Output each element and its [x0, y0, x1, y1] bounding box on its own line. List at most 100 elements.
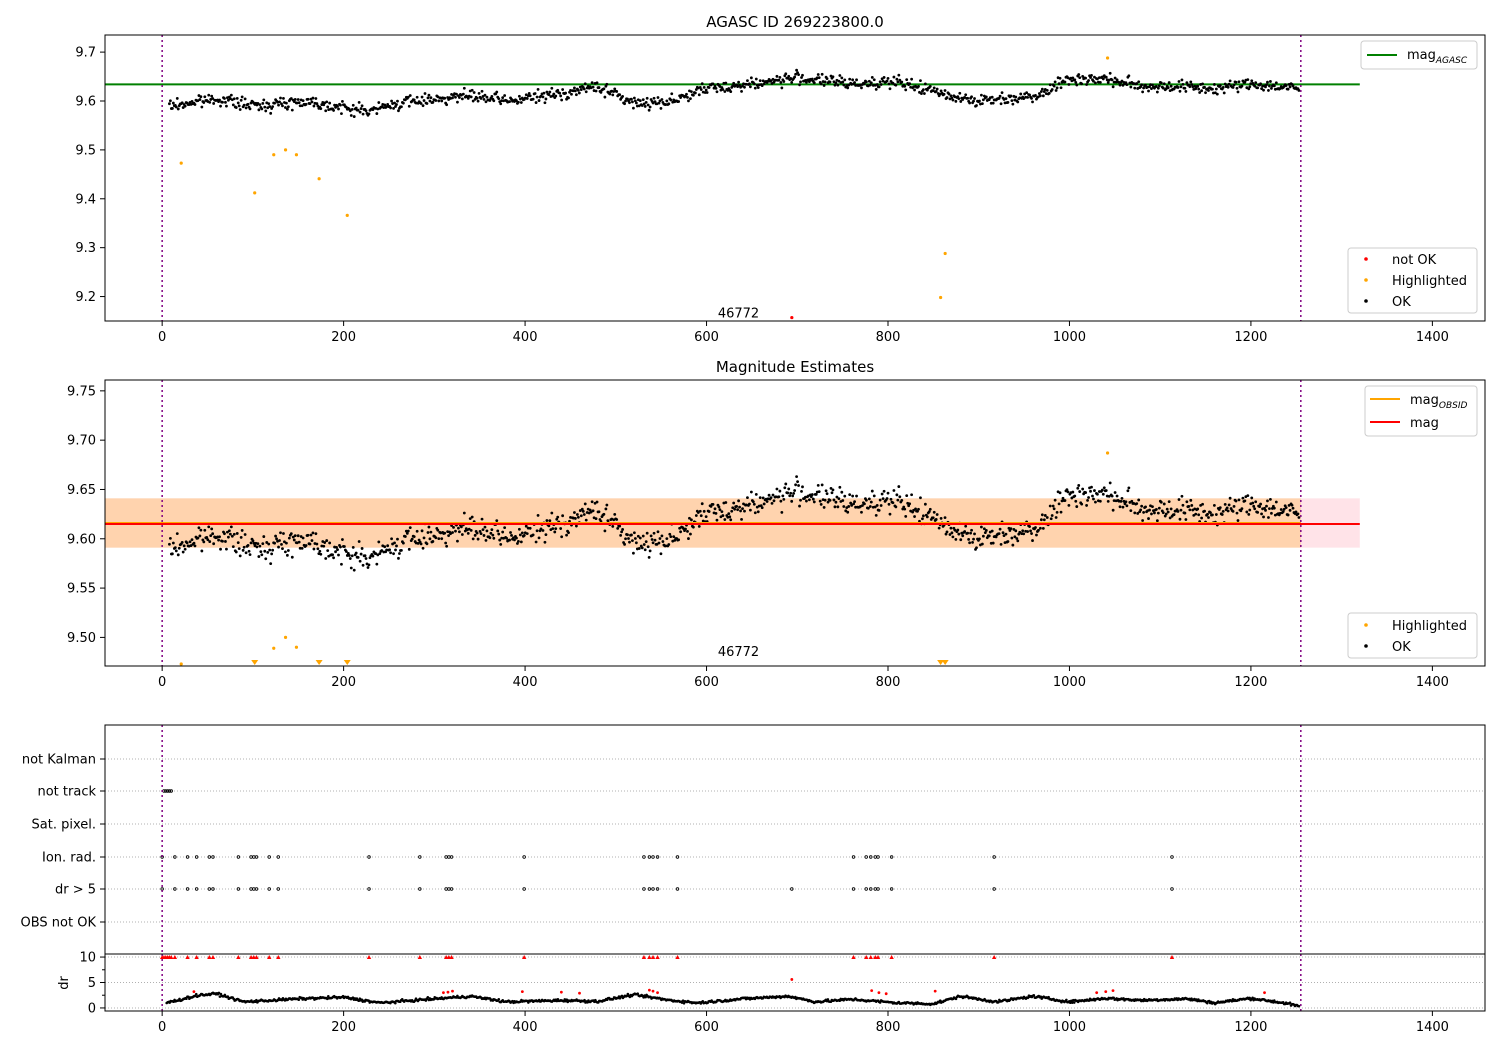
ok-point	[822, 84, 826, 87]
ok-point	[484, 538, 488, 542]
ok-point	[331, 553, 335, 557]
ok-point	[298, 104, 302, 108]
ok-point	[400, 548, 403, 552]
flag-marker	[418, 887, 422, 891]
ok-point	[740, 89, 743, 93]
ok-point	[842, 505, 846, 508]
ok-point	[525, 532, 529, 536]
ok-point	[1137, 498, 1141, 502]
ok-point	[765, 500, 769, 503]
flag-marker	[642, 855, 646, 859]
ok-point	[512, 536, 515, 540]
ok-point	[656, 530, 660, 534]
ok-point	[984, 95, 988, 99]
ok-point	[1040, 513, 1044, 517]
ok-point	[398, 552, 401, 555]
ok-point	[579, 88, 583, 91]
ok-point	[420, 529, 424, 533]
dr-point	[297, 998, 301, 1002]
ok-point	[1243, 499, 1247, 503]
flag-marker	[869, 887, 873, 891]
ok-point	[1194, 512, 1198, 516]
ok-point	[691, 525, 695, 529]
ok-point	[536, 513, 540, 517]
ok-point	[1297, 89, 1301, 92]
ok-point	[561, 88, 565, 91]
ok-point	[968, 541, 972, 545]
ok-point	[872, 78, 876, 82]
ok-point	[576, 515, 580, 519]
ok-point	[554, 527, 558, 531]
ok-point	[519, 101, 523, 104]
ok-point	[260, 553, 264, 557]
ok-point	[1161, 511, 1165, 515]
ok-point	[834, 500, 838, 504]
ok-point	[647, 555, 651, 559]
ok-point	[1130, 499, 1134, 503]
ok-point	[360, 547, 364, 550]
ok-point	[867, 79, 871, 83]
ok-point	[895, 493, 899, 497]
ok-point	[829, 486, 833, 490]
ok-point	[794, 72, 798, 76]
x-tick-label: 0	[158, 330, 166, 345]
ok-point	[339, 103, 342, 107]
ok-point	[853, 81, 856, 84]
ok-point	[980, 102, 984, 106]
ok-point	[790, 499, 794, 503]
ok-point	[1129, 85, 1133, 89]
x-tick-label: 800	[876, 330, 901, 345]
panel1-frame	[104, 34, 1486, 322]
ok-point	[1077, 73, 1081, 76]
ok-point	[541, 529, 545, 532]
ok-point	[772, 499, 776, 503]
flag-marker	[522, 855, 526, 859]
ok-point	[937, 526, 941, 530]
ok-point	[753, 511, 757, 515]
ok-point	[686, 95, 689, 99]
ok-point	[533, 92, 537, 95]
ok-point	[367, 563, 371, 567]
ok-point	[690, 518, 693, 522]
ok-point	[407, 104, 411, 108]
ok-point	[819, 82, 823, 86]
ok-point	[392, 552, 395, 556]
ok-point	[390, 537, 393, 541]
ok-point	[1260, 512, 1263, 516]
ok-point	[795, 475, 798, 479]
legend-mag-agasc-label: mag	[1407, 48, 1436, 63]
ok-point	[1051, 504, 1055, 508]
ok-point	[840, 76, 844, 80]
ok-point	[875, 504, 879, 507]
ok-point	[1136, 512, 1140, 515]
ok-point	[1190, 83, 1194, 86]
ok-point	[175, 97, 179, 100]
ok-point	[978, 99, 981, 103]
ok-point	[242, 545, 246, 549]
ok-point	[232, 97, 236, 101]
ok-point	[894, 505, 898, 509]
ok-point	[1226, 509, 1230, 513]
ok-point	[748, 508, 752, 512]
ok-point	[510, 534, 513, 537]
ok-point	[751, 500, 755, 504]
ok-point	[268, 105, 272, 108]
ok-point	[299, 535, 303, 538]
ok-point	[582, 513, 586, 516]
ok-point	[932, 510, 936, 514]
ok-point	[1253, 84, 1257, 88]
ok-point	[1010, 99, 1014, 103]
ok-point	[479, 97, 483, 100]
ok-point	[730, 509, 734, 513]
ok-point	[1041, 94, 1045, 98]
dr-point	[1288, 1001, 1292, 1005]
ok-point	[721, 514, 725, 517]
ok-point	[168, 102, 171, 106]
flag-marker	[864, 855, 868, 859]
ok-point	[688, 516, 691, 520]
dr-clipped-marker	[647, 955, 652, 960]
ok-point	[528, 94, 532, 98]
ok-point	[440, 537, 444, 541]
ok-point	[182, 544, 186, 548]
ok-point	[267, 542, 271, 546]
